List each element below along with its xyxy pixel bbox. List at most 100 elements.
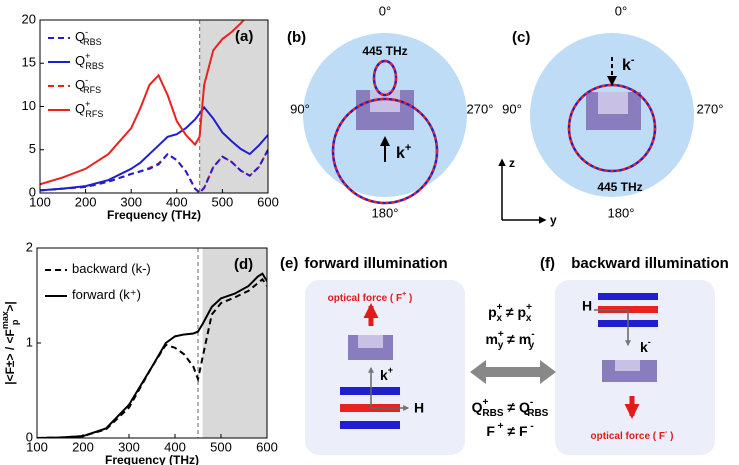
line-chart: 100 200 300 400 500 600 0 5 10 15 20 Frequency (THz… — [22, 11, 279, 222]
angle-label: 90° — [502, 101, 522, 116]
x-tick-label: 500 — [210, 439, 232, 454]
relation-part: ≠ p — [502, 304, 526, 320]
legend-label: Q+ RFS — [75, 99, 103, 119]
force-sup: - — [665, 429, 668, 436]
legend-label: Q-RBS — [75, 27, 102, 47]
x-tick-label: 300 — [118, 439, 140, 454]
y-tick-label: 20 — [22, 11, 36, 26]
legend-sup: - — [85, 27, 88, 37]
y-label: y — [550, 213, 557, 227]
y-label-sub: p — [10, 319, 20, 325]
relation-part: y — [529, 340, 535, 351]
k: k — [396, 145, 405, 162]
relation-part: ≠ m — [503, 331, 531, 347]
y-tick-label: 2 — [26, 239, 33, 254]
relation-part: p — [488, 304, 497, 320]
legend-sub: RFS — [83, 85, 101, 95]
legend-name: Q — [75, 29, 85, 44]
relation-part: + — [483, 397, 489, 408]
y-tick-label: 15 — [22, 55, 36, 70]
legend-name: backward (k-) — [72, 261, 151, 276]
x-tick-label: 600 — [257, 194, 279, 209]
force-label: optical force ( F+ ) — [328, 291, 413, 303]
relation-part: - — [528, 421, 534, 432]
polar-c: (c) 0° 90° 270° 180° 445 THz k- — [502, 3, 723, 220]
y-tick-label: 0 — [26, 429, 33, 444]
panel-f: (f) backward illumination H k- optical f… — [540, 255, 729, 455]
k-label: k- — [640, 337, 651, 354]
relation-part: RBS — [527, 408, 548, 419]
x-tick-label: 300 — [120, 194, 142, 209]
relation-part: y — [498, 340, 504, 351]
k: k — [640, 339, 648, 355]
relation-part: m — [485, 331, 497, 347]
x-tick-label: 100 — [26, 439, 48, 454]
angle-label: 90° — [290, 101, 310, 116]
x-tick-label: 200 — [75, 194, 97, 209]
relation-part: + — [498, 329, 504, 340]
legend-name: Q — [75, 101, 85, 116]
panel-label: (a) — [235, 28, 253, 45]
legend-sup: + — [85, 51, 90, 61]
series-line — [40, 105, 268, 192]
relation-part: - — [531, 329, 534, 340]
legend-label: forward (k⁺) — [72, 287, 141, 302]
k-label: k+ — [380, 365, 393, 382]
legend-sub: RBS — [85, 61, 104, 71]
relation-part: x — [526, 313, 532, 324]
y-axis-label: |<F±> / <Fmaxp >| — [0, 301, 20, 385]
k-label: k+ — [396, 142, 411, 162]
z-label: z — [509, 156, 515, 170]
panel-label: (c) — [512, 29, 530, 46]
x-tick-label: 200 — [72, 439, 94, 454]
relation-part: - — [530, 397, 533, 408]
frequency-label: 445 THz — [362, 44, 407, 58]
series-line — [37, 277, 267, 438]
x-tick-label: 600 — [256, 439, 278, 454]
legend-name: forward (k⁺) — [72, 287, 141, 302]
particle-top — [615, 360, 640, 371]
angle-label: 0° — [615, 3, 627, 18]
x-tick-label: 400 — [166, 194, 188, 209]
y-label-end: >| — [3, 301, 17, 311]
frequency-label: 445 THz — [597, 180, 642, 194]
stripe — [340, 421, 400, 429]
y-tick-label: 5 — [29, 141, 36, 156]
force-sup: + — [402, 291, 406, 298]
angle-label: 0° — [379, 3, 391, 18]
panel-label: (e) — [280, 255, 298, 272]
legend-sub: RFS — [85, 109, 103, 119]
k-label: k- — [622, 54, 635, 74]
series-line — [40, 20, 246, 186]
pattern — [567, 83, 657, 173]
series-line — [37, 272, 267, 438]
relation-part: F — [486, 423, 495, 439]
k-sup: - — [631, 54, 635, 66]
relation-part: + — [495, 421, 504, 432]
relation-part: + — [497, 302, 503, 313]
legend-label: Q-RFS — [75, 75, 101, 95]
x-axis-label: Frequency (THz) — [105, 453, 199, 465]
x-tick-label: 500 — [212, 194, 234, 209]
y-label-sup: max — [0, 311, 10, 329]
y-label-part: |<F±> / <F — [3, 329, 17, 385]
angle-label: 180° — [372, 205, 399, 220]
h-label: H — [582, 298, 592, 314]
legend-sup: - — [85, 75, 88, 85]
shaded-region — [202, 248, 267, 438]
x-tick-label: 400 — [164, 439, 186, 454]
title: backward illumination — [571, 255, 729, 272]
title: forward illumination — [304, 255, 447, 272]
force: optical force ( F — [328, 293, 402, 304]
legend-name: Q — [75, 53, 85, 68]
legend-label: backward (k-) — [72, 261, 151, 276]
relation-part: RBS — [482, 408, 503, 419]
force-end: ) — [406, 293, 412, 304]
force-end: ) — [667, 431, 673, 442]
stripe — [598, 293, 658, 300]
k-sup: - — [648, 337, 651, 347]
particle-top — [370, 90, 400, 112]
k-sup: + — [388, 365, 393, 375]
k-sup: + — [405, 142, 411, 154]
